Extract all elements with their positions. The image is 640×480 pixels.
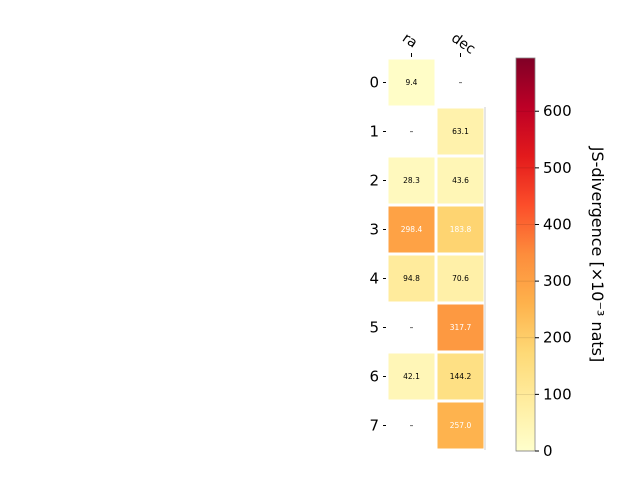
- cell-value-label: 298.4: [401, 225, 423, 234]
- cell-empty-label: –: [410, 323, 414, 332]
- cell-value-label: 317.7: [450, 323, 472, 332]
- heatmap-cell: [437, 304, 484, 351]
- cell-value-label: 144.2: [450, 372, 472, 381]
- colorbar-gradient: [515, 57, 536, 452]
- heatmap-cell: [388, 157, 435, 204]
- heatmap-cell: [437, 157, 484, 204]
- heatmap-cell: [388, 206, 435, 253]
- y-tick-label: 3: [369, 221, 379, 239]
- y-tick-label: 7: [369, 417, 379, 435]
- heatmap-cell: [437, 108, 484, 155]
- y-tick-label: 6: [369, 368, 379, 386]
- y-axis: 0 1 2 3 4 5 6 7: [369, 74, 386, 435]
- y-tick-label: 0: [369, 74, 379, 92]
- colorbar-tick-label: 300: [543, 272, 572, 290]
- cell-value-label: 257.0: [450, 421, 472, 430]
- cell-value-label: 42.1: [403, 372, 420, 381]
- cell-value-label: 28.3: [403, 176, 420, 185]
- colorbar-tick-label: 100: [543, 385, 572, 403]
- heatmap-cell: [388, 255, 435, 302]
- heatmap-cell: [388, 353, 435, 400]
- heatmap-cell: [437, 255, 484, 302]
- x-axis: ra dec: [399, 30, 478, 58]
- heatmap-cell: [437, 206, 484, 253]
- cell-value-label: 43.6: [452, 176, 469, 185]
- colorbar-tick-label: 400: [543, 215, 572, 233]
- y-tick-label: 2: [369, 172, 379, 190]
- y-tick-label: 1: [369, 123, 379, 141]
- cell-empty-label: –: [410, 421, 414, 430]
- y-tick-label: 4: [369, 270, 379, 288]
- heatmap-cell: [437, 353, 484, 400]
- cell-empty-label: –: [459, 78, 463, 87]
- heatmap-cell: [388, 59, 435, 106]
- colorbar-tick-label: 600: [543, 102, 572, 120]
- colorbar-tick-label: 0: [543, 442, 553, 460]
- colorbar-ticks: 0 100 200 300 400 500 600: [516, 102, 572, 460]
- colorbar-tick-label: 200: [543, 329, 572, 347]
- cell-value-label: 70.6: [452, 274, 469, 283]
- x-tick-label: dec: [448, 30, 478, 58]
- x-tick-label: ra: [399, 30, 420, 51]
- colorbar-label: JS-divergence [×10⁻³ nats]: [588, 146, 607, 362]
- heatmap-cells: 9.4 – – 63.1 28.3 43.6 298.4 183.8 94.8 70.6 – 317.…: [388, 59, 486, 450]
- cell-empty-label: –: [410, 127, 414, 136]
- y-tick-label: 5: [369, 319, 379, 337]
- cell-value-label: 183.8: [450, 225, 472, 234]
- heatmap-cell: [437, 402, 484, 449]
- cell-value-label: 9.4: [406, 78, 418, 87]
- cell-value-label: 94.8: [403, 274, 420, 283]
- cell-value-label: 63.1: [452, 127, 469, 136]
- colorbar: 0 100 200 300 400 500 600 JS-divergence [×10⁻³…: [515, 57, 607, 460]
- colorbar-tick-label: 500: [543, 159, 572, 177]
